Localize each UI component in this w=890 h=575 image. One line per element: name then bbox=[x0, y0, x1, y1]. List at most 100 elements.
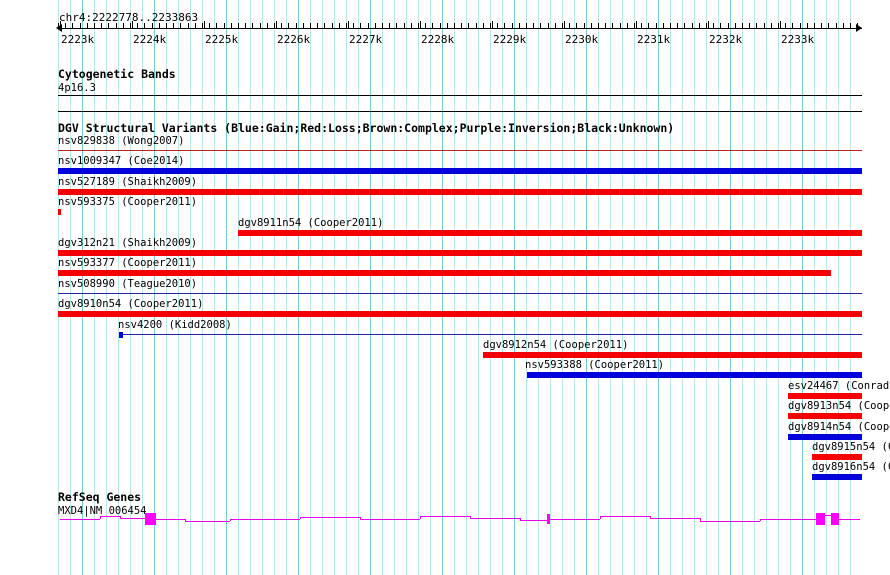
grid-line bbox=[526, 0, 527, 575]
variant-bar[interactable] bbox=[58, 168, 862, 175]
gene-intron-line bbox=[156, 519, 185, 520]
variant-label[interactable]: dgv8916n54 (Cooper2011) bbox=[812, 461, 890, 474]
ruler-tick bbox=[382, 23, 383, 29]
gene-exon[interactable] bbox=[816, 513, 825, 525]
grid-line bbox=[814, 0, 815, 575]
variant-bar[interactable] bbox=[58, 270, 831, 277]
ruler-tick-major bbox=[60, 21, 61, 29]
variant-bar[interactable] bbox=[788, 413, 862, 420]
variant-bar[interactable] bbox=[483, 352, 862, 358]
variant-bar[interactable] bbox=[120, 333, 862, 335]
dgv-section-title: DGV Structural Variants (Blue:Gain;Red:L… bbox=[58, 121, 675, 135]
grid-line bbox=[178, 0, 179, 575]
gene-intron-joint bbox=[600, 516, 601, 519]
variant-bar[interactable] bbox=[58, 311, 862, 318]
variant-block[interactable] bbox=[119, 331, 123, 338]
arrow-right-icon bbox=[856, 24, 862, 32]
variant-label[interactable]: dgv8911n54 (Cooper2011) bbox=[238, 216, 384, 229]
cytogenetic-band-bar bbox=[58, 111, 862, 112]
grid-line bbox=[118, 0, 119, 575]
variant-label[interactable]: nsv593375 (Cooper2011) bbox=[58, 196, 198, 209]
variant-bar[interactable] bbox=[812, 454, 862, 460]
ruler-tick bbox=[569, 23, 570, 29]
gene-exon[interactable] bbox=[547, 514, 550, 524]
gene-intron-joint bbox=[120, 516, 121, 518]
grid-line bbox=[778, 0, 779, 575]
ruler-tick bbox=[339, 23, 340, 29]
ruler-tick bbox=[742, 23, 743, 29]
grid-line bbox=[274, 0, 275, 575]
gene-intron-line bbox=[650, 518, 700, 519]
gene-intron-line bbox=[760, 519, 816, 520]
grid-line bbox=[598, 0, 599, 575]
grid-line bbox=[454, 0, 455, 575]
variant-label[interactable]: nsv527189 (Shaikh2009) bbox=[58, 175, 198, 188]
variant-label[interactable]: esv24467 (Conrad2010) bbox=[788, 379, 890, 392]
variant-label[interactable]: nsv508990 (Teague2010) bbox=[58, 277, 198, 290]
ruler-tick bbox=[821, 23, 822, 29]
variant-bar[interactable] bbox=[812, 474, 862, 481]
ruler-tick bbox=[476, 23, 477, 29]
ruler-tick bbox=[440, 23, 441, 29]
variant-bar[interactable] bbox=[58, 188, 862, 195]
gene-intron-joint bbox=[100, 516, 101, 519]
variant-label[interactable]: nsv593388 (Cooper2011) bbox=[525, 359, 665, 372]
variant-label[interactable]: nsv593377 (Cooper2011) bbox=[58, 257, 198, 270]
ruler-tick bbox=[180, 23, 181, 29]
ruler-tick bbox=[396, 23, 397, 29]
ruler-tick bbox=[634, 23, 635, 29]
variant-label[interactable]: dgv8912n54 (Cooper2011) bbox=[483, 339, 629, 351]
variant-label[interactable]: dgv8910n54 (Cooper2011) bbox=[58, 298, 204, 311]
variant-label[interactable]: dgv312n21 (Shaikh2009) bbox=[58, 237, 198, 249]
variant-label[interactable]: nsv4200 (Kidd2008) bbox=[118, 318, 232, 331]
variant-bar[interactable] bbox=[788, 392, 862, 399]
ruler-tick bbox=[504, 23, 505, 29]
ruler-tick bbox=[188, 23, 189, 29]
ruler-tick bbox=[173, 23, 174, 29]
variant-bar[interactable] bbox=[58, 150, 862, 151]
ruler-tick bbox=[756, 23, 757, 29]
ruler-tick bbox=[620, 23, 621, 29]
grid-line bbox=[106, 0, 107, 575]
variant-bar[interactable] bbox=[58, 250, 862, 256]
ruler-tick-major bbox=[780, 21, 781, 29]
ruler-tick bbox=[713, 23, 714, 29]
ruler-tick bbox=[540, 23, 541, 29]
grid-line bbox=[382, 0, 383, 575]
variant-label[interactable]: dgv8913n54 (Cooper2011) bbox=[788, 400, 890, 413]
variant-label[interactable]: dgv8914n54 (Cooper2011) bbox=[788, 420, 890, 433]
grid-line bbox=[226, 0, 227, 575]
ruler-tick bbox=[764, 23, 765, 29]
grid-line bbox=[694, 0, 695, 575]
grid-line bbox=[370, 0, 371, 575]
refseq-gene-label: MXD4|NM_006454 bbox=[58, 505, 147, 517]
ruler-tick bbox=[670, 23, 671, 29]
variant-label[interactable]: nsv829838 (Wong2007) bbox=[58, 135, 185, 147]
ruler-tick-major bbox=[132, 21, 133, 29]
grid-line bbox=[502, 0, 503, 575]
ruler-tick bbox=[332, 23, 333, 29]
ruler-tick bbox=[584, 23, 585, 29]
variant-label[interactable]: dgv8915n54 (Cooper2011) bbox=[812, 441, 890, 453]
variant-bar[interactable] bbox=[788, 433, 862, 440]
gene-intron-joint bbox=[360, 517, 361, 519]
variant-label[interactable]: nsv1009347 (Coe2014) bbox=[58, 155, 185, 168]
gene-intron-joint bbox=[300, 517, 301, 519]
grid-line bbox=[670, 0, 671, 575]
variant-bar[interactable] bbox=[238, 229, 862, 236]
gene-intron-line bbox=[550, 519, 600, 520]
variant-bar[interactable] bbox=[58, 209, 61, 216]
gene-exon[interactable] bbox=[145, 513, 156, 525]
ruler-tick bbox=[130, 23, 131, 29]
refseq-section-title: RefSeq Genes bbox=[58, 490, 142, 504]
variant-bar[interactable] bbox=[527, 372, 862, 379]
grid-line bbox=[358, 0, 359, 575]
grid-line bbox=[610, 0, 611, 575]
ruler-tick bbox=[404, 23, 405, 29]
gene-exon[interactable] bbox=[831, 513, 839, 525]
variant-bar[interactable] bbox=[58, 292, 862, 294]
grid-line bbox=[334, 0, 335, 575]
grid-line bbox=[262, 0, 263, 575]
ruler-tick-label: 2228k bbox=[421, 33, 455, 46]
ruler-tick bbox=[317, 23, 318, 29]
